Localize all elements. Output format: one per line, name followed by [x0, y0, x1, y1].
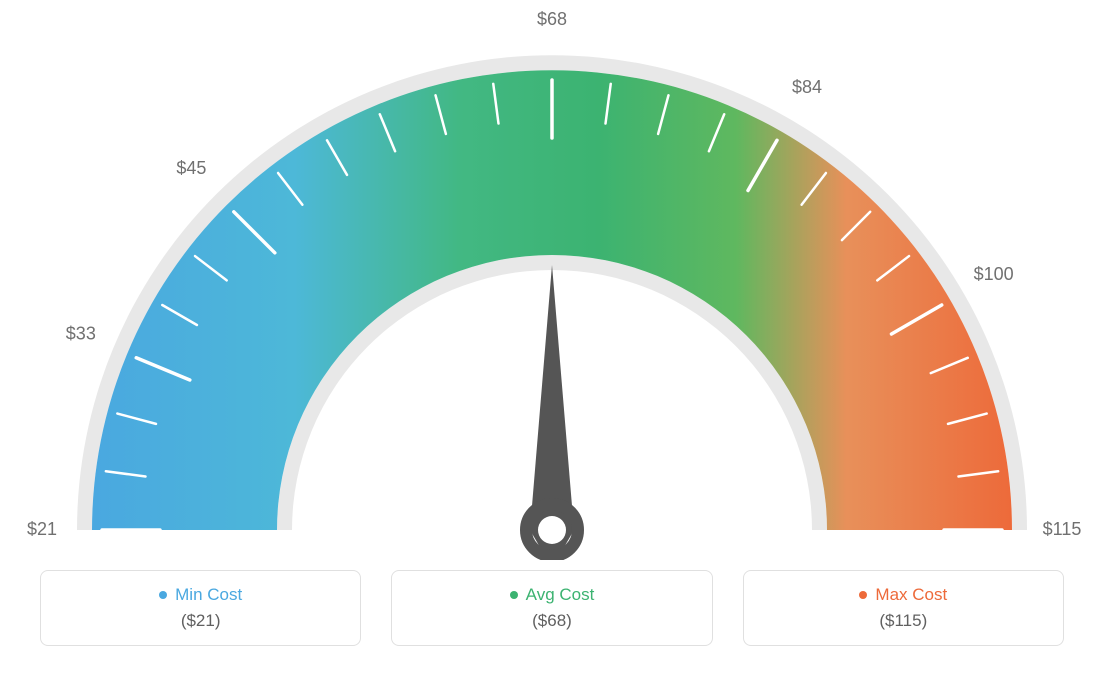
svg-text:$45: $45	[176, 158, 206, 178]
legend-label-max: Max Cost	[875, 585, 947, 605]
legend-dot-min	[159, 591, 167, 599]
gauge-chart: $21 $33 $45 $68 $84 $100 $115	[0, 0, 1104, 560]
legend-label-min: Min Cost	[175, 585, 242, 605]
legend-value-min: ($21)	[61, 611, 340, 631]
svg-text:$100: $100	[974, 264, 1014, 284]
legend-value-max: ($115)	[764, 611, 1043, 631]
svg-text:$68: $68	[537, 9, 567, 29]
svg-text:$21: $21	[27, 519, 57, 539]
svg-text:$84: $84	[792, 77, 822, 97]
svg-text:$33: $33	[66, 324, 96, 344]
legend-box-avg: Avg Cost ($68)	[391, 570, 712, 646]
legend-box-min: Min Cost ($21)	[40, 570, 361, 646]
svg-text:$115: $115	[1043, 519, 1082, 539]
legend-box-max: Max Cost ($115)	[743, 570, 1064, 646]
legend-dot-max	[859, 591, 867, 599]
legend-value-avg: ($68)	[412, 611, 691, 631]
legend-dot-avg	[510, 591, 518, 599]
legend-label-avg: Avg Cost	[526, 585, 595, 605]
gauge-svg: $21 $33 $45 $68 $84 $100 $115	[0, 0, 1104, 560]
legend-row: Min Cost ($21) Avg Cost ($68) Max Cost (…	[0, 570, 1104, 646]
